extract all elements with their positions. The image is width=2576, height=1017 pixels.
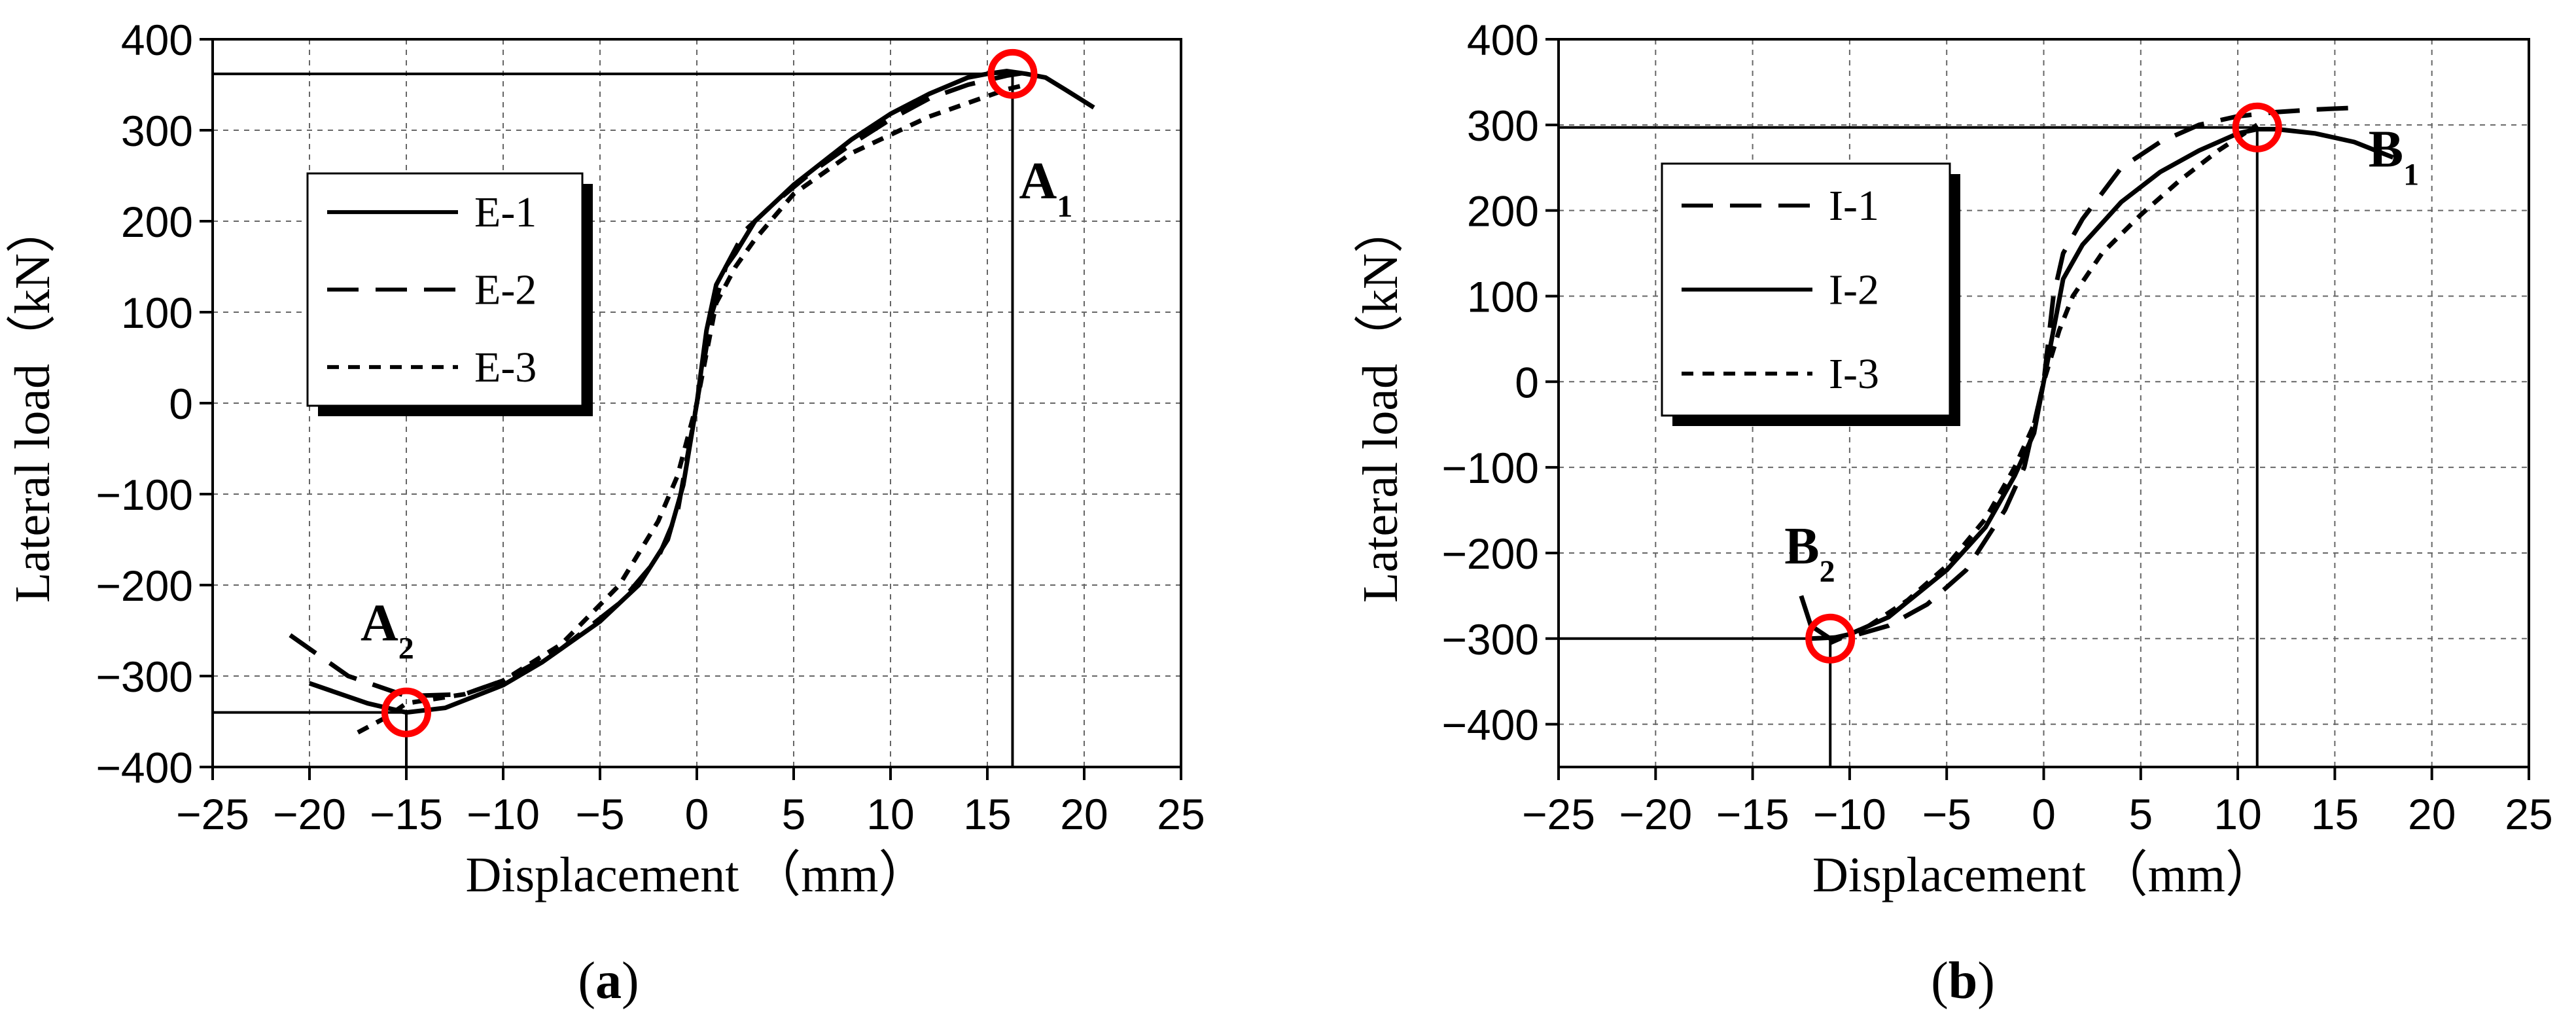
legend-entry-label: I-1 bbox=[1829, 182, 1879, 230]
x-tick-label: −10 bbox=[1813, 790, 1886, 838]
peak-marker-circle bbox=[381, 687, 431, 738]
x-tick-label: −25 bbox=[176, 790, 249, 838]
y-tick-label: −200 bbox=[96, 562, 193, 610]
y-tick-label: 0 bbox=[169, 380, 193, 428]
panel-caption: (a) bbox=[578, 952, 639, 1010]
x-axis-label: Displacement （mm） bbox=[1812, 848, 2275, 902]
x-tick-label: 15 bbox=[2311, 790, 2359, 838]
peak-marker-label: A1 bbox=[1019, 152, 1072, 224]
x-tick-label: −5 bbox=[1922, 790, 1971, 838]
y-tick-label: 200 bbox=[121, 198, 193, 246]
y-tick-label: 300 bbox=[121, 107, 193, 155]
x-tick-label: −5 bbox=[575, 790, 624, 838]
x-tick-label: 10 bbox=[866, 790, 914, 838]
legend-entry-label: E-3 bbox=[474, 344, 537, 391]
y-tick-label: 0 bbox=[1515, 358, 1539, 406]
y-tick-label: 100 bbox=[121, 289, 193, 337]
x-tick-label: 5 bbox=[2128, 790, 2153, 838]
y-tick-label: 200 bbox=[1467, 187, 1539, 236]
x-tick-label: 15 bbox=[963, 790, 1011, 838]
x-axis-label: Displacement （mm） bbox=[465, 848, 928, 902]
x-tick-label: 0 bbox=[2032, 790, 2056, 838]
x-tick-label: 25 bbox=[1157, 790, 1205, 838]
y-tick-label: 400 bbox=[1467, 16, 1539, 64]
x-tick-label: −15 bbox=[1716, 790, 1790, 838]
y-tick-label: 400 bbox=[121, 16, 193, 64]
y-tick-label: −300 bbox=[1441, 615, 1539, 664]
peak-marker-circle bbox=[987, 48, 1038, 99]
y-tick-label: 300 bbox=[1467, 101, 1539, 150]
x-tick-label: 0 bbox=[685, 790, 709, 838]
x-tick-label: 20 bbox=[2408, 790, 2456, 838]
y-axis-label: Lateral load（kN） bbox=[1353, 204, 1408, 603]
legend-entry-label: E-1 bbox=[474, 188, 537, 236]
y-tick-label: −300 bbox=[96, 652, 193, 701]
chart-panel-a: −25 −20 −15 −10 −5 0 5 10 15 20 25 −400 −300 −200 −100… bbox=[5, 16, 1205, 1010]
x-tick-label: −20 bbox=[273, 790, 346, 838]
chart-panel-b: −25 −20 −15 −10 −5 0 5 10 15 20 25 −400 −300 −200 −100… bbox=[1353, 16, 2553, 1010]
y-tick-label: −400 bbox=[96, 743, 193, 792]
y-tick-label: −100 bbox=[96, 471, 193, 519]
x-tick-label: 5 bbox=[782, 790, 806, 838]
peak-marker-circle bbox=[2232, 102, 2282, 152]
legend-entry-label: I-2 bbox=[1829, 266, 1879, 314]
series-line-i-1 bbox=[1810, 105, 2355, 641]
panel-caption: (b) bbox=[1931, 952, 1995, 1010]
x-tick-label: −15 bbox=[370, 790, 443, 838]
x-tick-label: 25 bbox=[2505, 790, 2552, 838]
legend-entry-label: E-2 bbox=[474, 266, 537, 314]
y-tick-label: −200 bbox=[1441, 529, 1539, 578]
series-line-i-3 bbox=[1829, 122, 2259, 645]
y-tick-label: 100 bbox=[1467, 272, 1539, 321]
y-axis-label: Lateral load（kN） bbox=[5, 204, 60, 603]
peak-marker-label: B1 bbox=[2369, 121, 2419, 192]
legend-entry-label: I-3 bbox=[1829, 350, 1879, 398]
x-tick-label: −20 bbox=[1619, 790, 1692, 838]
peak-marker-circle bbox=[1805, 613, 1856, 664]
legend: E-1 E-2 E-3 bbox=[306, 172, 593, 416]
legend: I-1 I-2 I-3 bbox=[1661, 162, 1960, 426]
x-tick-label: 10 bbox=[2214, 790, 2261, 838]
peak-marker-label: B2 bbox=[1784, 518, 1835, 589]
x-tick-label: −10 bbox=[467, 790, 540, 838]
x-tick-label: −25 bbox=[1522, 790, 1595, 838]
x-tick-label: 20 bbox=[1060, 790, 1108, 838]
y-tick-label: −400 bbox=[1441, 701, 1539, 749]
y-tick-label: −100 bbox=[1441, 444, 1539, 492]
